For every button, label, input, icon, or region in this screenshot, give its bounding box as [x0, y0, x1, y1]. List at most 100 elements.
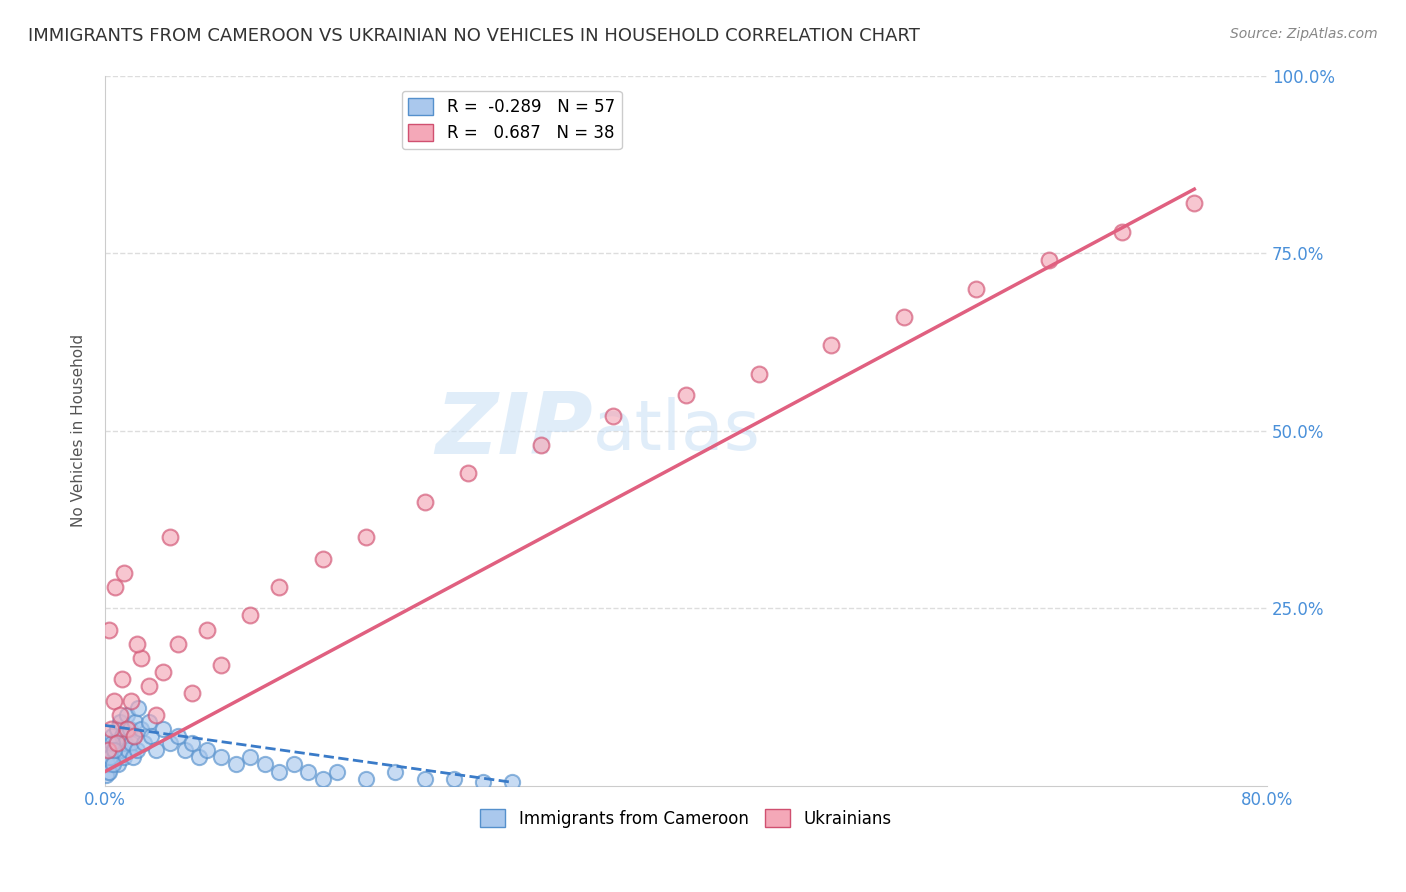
Point	[209, 750, 232, 764]
Point	[129, 651, 152, 665]
Point	[125, 743, 148, 757]
Point	[530, 438, 553, 452]
Point	[471, 775, 494, 789]
Text: ZIP: ZIP	[436, 389, 593, 472]
Point	[269, 764, 291, 779]
Point	[141, 729, 163, 743]
Point	[100, 736, 122, 750]
Point	[283, 757, 305, 772]
Point	[98, 623, 121, 637]
Point	[108, 707, 131, 722]
Point	[98, 743, 121, 757]
Point	[893, 310, 915, 324]
Point	[100, 757, 122, 772]
Point	[457, 467, 479, 481]
Point	[443, 772, 465, 786]
Point	[112, 566, 135, 580]
Point	[253, 757, 276, 772]
Point	[145, 743, 167, 757]
Point	[181, 686, 204, 700]
Point	[820, 338, 842, 352]
Point	[195, 623, 218, 637]
Point	[108, 714, 131, 729]
Point	[413, 772, 436, 786]
Point	[104, 580, 127, 594]
Point	[94, 768, 117, 782]
Point	[138, 679, 160, 693]
Point	[501, 775, 523, 789]
Point	[100, 722, 122, 736]
Point	[121, 750, 143, 764]
Point	[1182, 196, 1205, 211]
Point	[239, 608, 262, 623]
Point	[105, 722, 128, 736]
Point	[103, 750, 125, 764]
Point	[602, 409, 624, 424]
Point	[297, 764, 319, 779]
Point	[675, 388, 697, 402]
Point	[101, 757, 124, 772]
Point	[748, 367, 770, 381]
Point	[152, 665, 174, 680]
Point	[188, 750, 211, 764]
Point	[209, 658, 232, 673]
Point	[384, 764, 406, 779]
Point	[117, 743, 139, 757]
Point	[115, 707, 138, 722]
Point	[101, 729, 124, 743]
Point	[105, 736, 128, 750]
Point	[225, 757, 247, 772]
Text: atlas: atlas	[593, 397, 761, 464]
Point	[122, 729, 145, 743]
Point	[124, 714, 146, 729]
Point	[159, 530, 181, 544]
Point	[173, 743, 195, 757]
Y-axis label: No Vehicles in Household: No Vehicles in Household	[72, 334, 86, 527]
Point	[195, 743, 218, 757]
Point	[120, 693, 142, 707]
Point	[96, 757, 118, 772]
Point	[118, 722, 141, 736]
Point	[269, 580, 291, 594]
Point	[115, 722, 138, 736]
Point	[103, 743, 125, 757]
Point	[1038, 253, 1060, 268]
Point	[104, 736, 127, 750]
Point	[239, 750, 262, 764]
Point	[97, 743, 120, 757]
Point	[98, 750, 121, 764]
Point	[129, 722, 152, 736]
Point	[965, 282, 987, 296]
Point	[127, 700, 149, 714]
Point	[356, 772, 378, 786]
Point	[120, 736, 142, 750]
Point	[111, 672, 134, 686]
Point	[159, 736, 181, 750]
Point	[97, 764, 120, 779]
Point	[166, 729, 188, 743]
Point	[103, 693, 125, 707]
Point	[122, 729, 145, 743]
Point	[96, 750, 118, 764]
Point	[97, 764, 120, 779]
Point	[125, 637, 148, 651]
Point	[112, 750, 135, 764]
Point	[312, 772, 335, 786]
Point	[134, 736, 156, 750]
Point	[1111, 225, 1133, 239]
Point	[110, 743, 132, 757]
Point	[413, 494, 436, 508]
Point	[145, 707, 167, 722]
Point	[114, 736, 136, 750]
Point	[166, 637, 188, 651]
Point	[111, 729, 134, 743]
Text: Source: ZipAtlas.com: Source: ZipAtlas.com	[1230, 27, 1378, 41]
Point	[138, 714, 160, 729]
Legend: Immigrants from Cameroon, Ukrainians: Immigrants from Cameroon, Ukrainians	[474, 803, 898, 834]
Point	[181, 736, 204, 750]
Point	[312, 551, 335, 566]
Point	[326, 764, 349, 779]
Text: IMMIGRANTS FROM CAMEROON VS UKRAINIAN NO VEHICLES IN HOUSEHOLD CORRELATION CHART: IMMIGRANTS FROM CAMEROON VS UKRAINIAN NO…	[28, 27, 920, 45]
Point	[356, 530, 378, 544]
Point	[107, 757, 129, 772]
